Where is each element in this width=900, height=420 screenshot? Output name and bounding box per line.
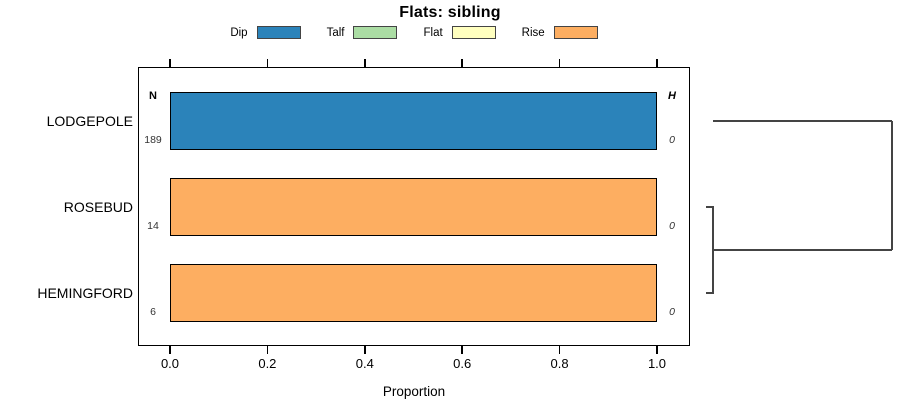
category-label: LODGEPOLE [46, 113, 133, 129]
legend-label: Flat [423, 26, 443, 39]
dendrogram-hline [706, 206, 714, 208]
plot-box [138, 67, 690, 346]
dendrogram-vline [712, 207, 714, 293]
x-tick-label: 1.0 [647, 356, 667, 371]
x-tick-label: 0.2 [258, 356, 277, 371]
n-value: 14 [147, 220, 159, 232]
x-tick-bottom [558, 346, 561, 354]
x-tick-label: 0.0 [160, 356, 180, 371]
x-tick-bottom [656, 346, 658, 354]
legend-label: Rise [521, 26, 545, 39]
legend-swatch [451, 26, 496, 39]
n-value: 6 [150, 306, 156, 318]
bar-segment-rise [170, 178, 657, 236]
dendrogram-hline [706, 292, 714, 294]
dendrogram-vline [891, 121, 893, 250]
h-value: 0 [669, 220, 675, 232]
x-tick-top [656, 59, 658, 67]
x-tick-top [558, 59, 561, 67]
legend-label: Dip [230, 26, 248, 39]
x-tick-top [169, 59, 171, 67]
legend-label: Talf [326, 26, 345, 39]
dendrogram-hline [713, 249, 892, 251]
h-value: 0 [669, 306, 675, 318]
x-tick-label: 0.6 [453, 356, 472, 371]
x-tick-top [461, 59, 463, 67]
bar-segment-dip [170, 92, 657, 150]
legend-item-dip: Dip [230, 26, 301, 39]
category-label: ROSEBUD [63, 199, 133, 215]
x-tick-label: 0.8 [550, 356, 569, 371]
x-tick-label: 0.4 [355, 356, 374, 371]
chart-title: Flats: sibling [399, 4, 501, 21]
h-value: 0 [669, 134, 675, 146]
legend-item-flat: Flat [423, 26, 496, 39]
h-column-header: H [668, 90, 676, 102]
legend-swatch [353, 26, 398, 39]
legend-swatch [256, 26, 301, 39]
dendrogram-hline [713, 120, 892, 122]
bar-segment-rise [170, 264, 657, 322]
x-tick-bottom [266, 346, 269, 354]
x-tick-top [364, 59, 366, 67]
x-tick-bottom [364, 346, 366, 354]
x-tick-bottom [169, 346, 171, 354]
legend: Dip Talf Flat Rise [138, 26, 690, 39]
x-axis-title: Proportion [382, 384, 446, 399]
x-tick-bottom [461, 346, 463, 354]
n-column-header: N [149, 90, 157, 102]
category-label: HEMINGFORD [37, 285, 133, 301]
n-value: 189 [144, 134, 162, 146]
legend-item-talf: Talf [327, 26, 398, 39]
x-tick-top [266, 59, 269, 67]
legend-swatch [553, 26, 598, 39]
legend-item-rise: Rise [522, 26, 598, 39]
